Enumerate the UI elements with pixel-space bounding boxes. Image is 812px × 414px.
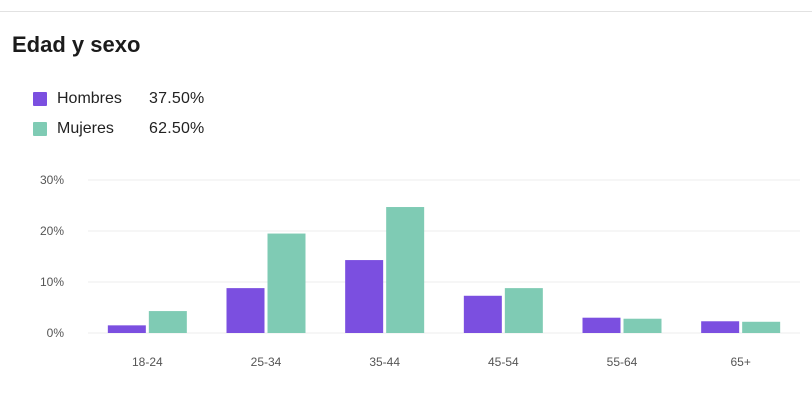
- legend-item-hombres: Hombres 37.50%: [33, 84, 204, 114]
- x-tick-label: 25-34: [251, 355, 282, 369]
- top-divider: [0, 11, 812, 12]
- bar-hombres-25-34[interactable]: [226, 288, 265, 333]
- bar-hombres-18-24[interactable]: [107, 325, 146, 333]
- x-tick-label: 45-54: [488, 355, 519, 369]
- y-tick-label: 20%: [40, 224, 64, 238]
- bar-hombres-35-44[interactable]: [345, 260, 384, 333]
- bar-mujeres-18-24[interactable]: [148, 311, 187, 333]
- bar-mujeres-55-64[interactable]: [623, 318, 662, 333]
- legend-item-mujeres: Mujeres 62.50%: [33, 114, 204, 144]
- legend-value: 62.50%: [149, 120, 205, 137]
- bar-mujeres-45-54[interactable]: [504, 288, 543, 333]
- x-tick-label: 35-44: [369, 355, 400, 369]
- x-tick-label: 18-24: [132, 355, 163, 369]
- chart-title: Edad y sexo: [12, 32, 141, 57]
- legend-label: Hombres: [57, 90, 122, 107]
- y-tick-label: 10%: [40, 275, 64, 289]
- bar-mujeres-25-34[interactable]: [267, 233, 306, 333]
- bar-hombres-45-54[interactable]: [463, 295, 502, 333]
- x-tick-label: 65+: [730, 355, 750, 369]
- bar-hombres-65+[interactable]: [701, 321, 740, 333]
- x-tick-label: 55-64: [607, 355, 638, 369]
- bar-mujeres-35-44[interactable]: [386, 207, 425, 333]
- legend: Hombres 37.50% Mujeres 62.50%: [33, 84, 204, 144]
- bar-mujeres-65+[interactable]: [742, 321, 781, 333]
- legend-swatch-mujeres: [33, 122, 47, 136]
- y-tick-label: 0%: [47, 326, 65, 340]
- legend-swatch-hombres: [33, 92, 47, 106]
- legend-label: Mujeres: [57, 120, 114, 137]
- bar-hombres-55-64[interactable]: [582, 317, 621, 333]
- y-tick-label: 30%: [40, 173, 64, 187]
- legend-value: 37.50%: [149, 90, 205, 107]
